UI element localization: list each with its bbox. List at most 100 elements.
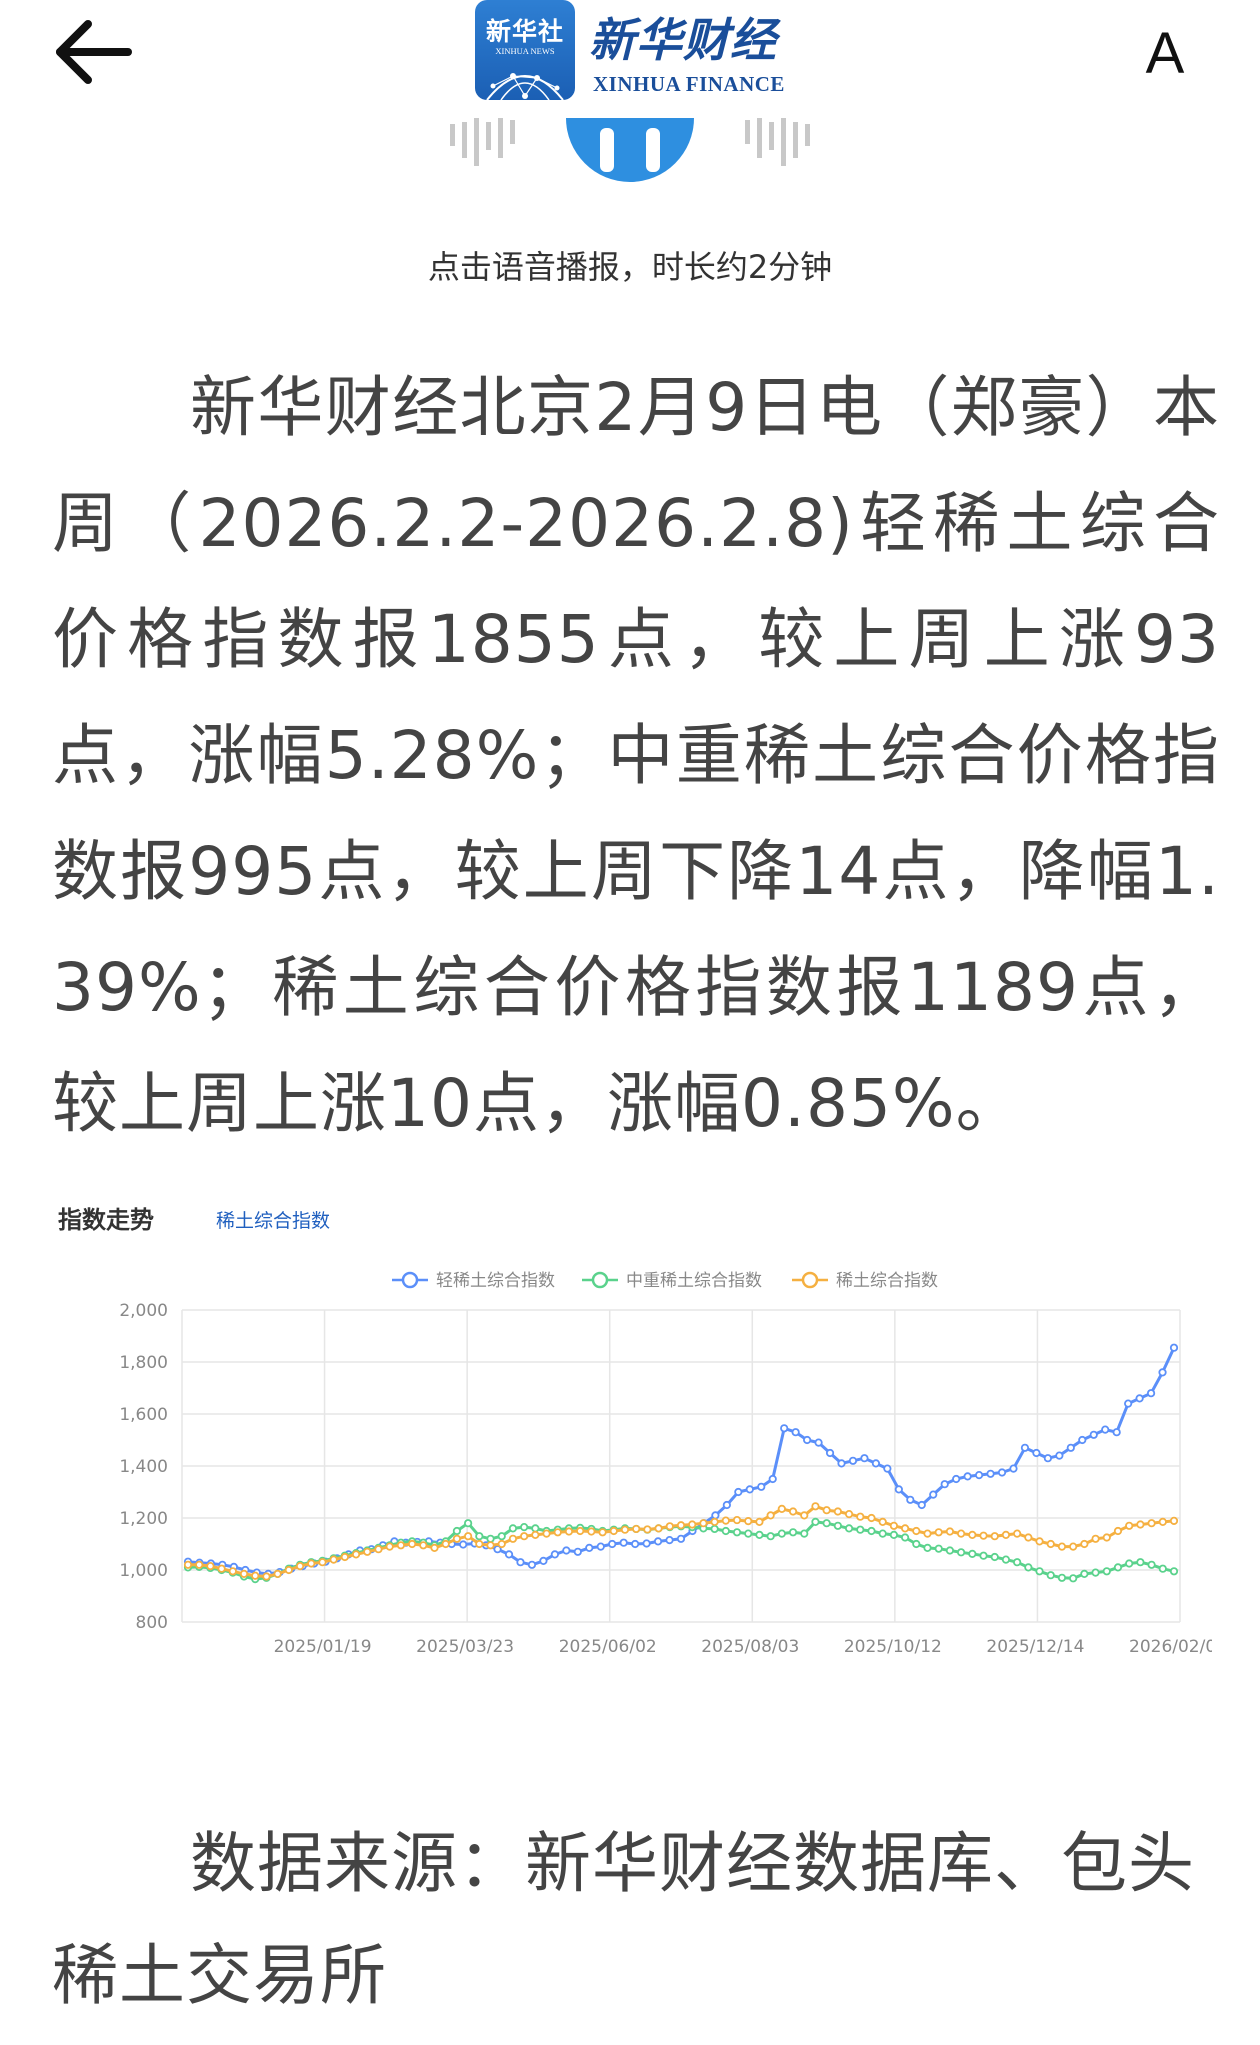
chart-grid <box>181 1309 1181 1623</box>
data-point <box>475 1532 484 1541</box>
data-point <box>508 1524 518 1533</box>
data-point <box>419 1541 428 1550</box>
data-point <box>1125 1559 1134 1568</box>
data-point <box>766 1511 775 1520</box>
chart-header-title: 指数走势 <box>58 1206 154 1234</box>
index-trend-chart: 指数走势 稀土综合指数 轻稀土综合指数 中重稀土综合指数 稀土综合指数 2,000 1… <box>48 1170 1227 1770</box>
data-point <box>486 1541 495 1550</box>
data-point <box>912 1526 921 1536</box>
data-point <box>1136 1520 1145 1529</box>
data-point <box>642 1539 651 1548</box>
data-point <box>441 1539 450 1549</box>
chart-header-tab[interactable]: 稀土综合指数 <box>216 1210 330 1232</box>
data-point <box>1009 1464 1018 1473</box>
back-button[interactable] <box>48 12 138 102</box>
data-point <box>1112 1428 1121 1437</box>
data-point <box>620 1525 630 1534</box>
data-point <box>1147 1519 1156 1528</box>
data-point <box>957 1529 966 1538</box>
data-point <box>564 1527 574 1536</box>
data-point <box>788 1528 798 1537</box>
y-tick-label: 1,000 <box>119 1561 168 1581</box>
data-point <box>755 1517 764 1526</box>
data-point <box>464 1519 473 1528</box>
data-point <box>531 1530 540 1539</box>
data-point <box>385 1542 394 1551</box>
data-point <box>295 1561 305 1571</box>
legend-item[interactable]: 轻稀土综合指数 <box>392 1271 555 1291</box>
data-point <box>710 1524 719 1534</box>
data-point <box>653 1537 663 1546</box>
data-point <box>732 1515 742 1525</box>
data-point <box>814 1438 823 1447</box>
xinhua-finance-logo: 新华社 XINHUA NEWS 新华财经 XINHUA FINANCE <box>475 0 800 105</box>
data-point <box>251 1571 260 1580</box>
data-point <box>974 1470 984 1480</box>
data-point <box>632 1524 641 1534</box>
y-tick-label: 1,200 <box>119 1509 168 1529</box>
data-point <box>1035 1567 1044 1576</box>
data-point <box>676 1521 686 1530</box>
data-point <box>856 1525 865 1534</box>
data-point <box>990 1532 999 1541</box>
data-point <box>699 1519 708 1528</box>
series-group <box>183 1502 1179 1581</box>
data-point <box>867 1513 876 1523</box>
data-point <box>957 1548 966 1557</box>
data-point <box>844 1509 854 1519</box>
data-point <box>374 1545 383 1554</box>
data-source: 数据来源：新华财经数据库、包头稀土交易所 <box>52 1825 1195 2014</box>
legend-item[interactable]: 稀土综合指数 <box>792 1271 938 1291</box>
data-point <box>811 1517 820 1526</box>
data-point <box>833 1521 842 1530</box>
audio-player-icon <box>450 118 810 188</box>
data-point <box>217 1564 226 1573</box>
data-point <box>239 1569 249 1578</box>
data-point <box>1146 1389 1156 1398</box>
data-point <box>1066 1443 1075 1452</box>
data-point <box>576 1526 585 1536</box>
data-point <box>493 1545 502 1554</box>
data-point <box>1158 1368 1167 1377</box>
data-point <box>631 1539 640 1549</box>
data-point <box>1124 1399 1133 1408</box>
data-point <box>1057 1573 1067 1582</box>
data-point <box>803 1435 812 1445</box>
article-paragraph: 新华财经北京2月9日电（郑豪）本周（2026.2.2-2026.2.8)轻稀土综… <box>52 369 1220 1142</box>
data-point <box>986 1469 995 1478</box>
data-point <box>894 1485 903 1494</box>
data-point <box>553 1528 562 1537</box>
legend-item[interactable]: 中重稀土综合指数 <box>582 1271 762 1291</box>
data-point <box>878 1529 887 1538</box>
data-point <box>945 1546 955 1555</box>
data-point <box>721 1516 730 1525</box>
data-point <box>562 1546 571 1555</box>
data-point <box>844 1524 854 1533</box>
data-point <box>1055 1451 1064 1460</box>
data-point <box>945 1527 955 1536</box>
x-tick-label: 2025/03/23 <box>416 1637 514 1657</box>
data-point <box>273 1569 282 1578</box>
data-point <box>811 1502 820 1511</box>
data-point <box>516 1558 525 1567</box>
data-point <box>228 1567 237 1576</box>
audio-player-button[interactable] <box>440 118 820 218</box>
data-point <box>1013 1558 1022 1567</box>
y-tick-label: 1,400 <box>119 1457 168 1477</box>
data-point <box>777 1529 786 1538</box>
data-point <box>665 1535 674 1545</box>
y-axis-ticks: 2,000 1,800 1,600 1,400 1,200 1,000 800 <box>119 1301 168 1633</box>
x-tick-label: 2025/12/14 <box>986 1637 1084 1657</box>
data-point <box>1101 1425 1110 1434</box>
data-point <box>307 1559 316 1568</box>
data-point <box>262 1572 271 1581</box>
data-point <box>1080 1569 1089 1578</box>
data-point <box>1091 1568 1100 1577</box>
x-tick-label: 2025/06/02 <box>559 1637 657 1657</box>
data-point <box>1136 1558 1145 1567</box>
data-point <box>856 1512 865 1521</box>
audio-caption: 点击语音播报，时长约2分钟 <box>427 248 833 286</box>
data-point <box>721 1526 730 1536</box>
data-point <box>688 1520 697 1529</box>
font-size-button[interactable]: A <box>1145 21 1185 86</box>
